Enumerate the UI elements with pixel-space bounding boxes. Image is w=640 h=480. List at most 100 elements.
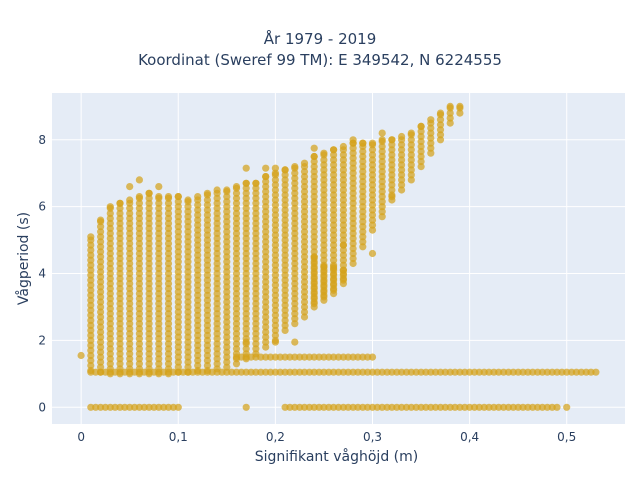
data-point: [310, 193, 318, 201]
data-point: [339, 166, 347, 174]
data-point: [213, 350, 221, 358]
data-point: [106, 229, 114, 237]
data-point: [242, 254, 250, 263]
data-point: [330, 166, 338, 174]
data-point: [320, 171, 328, 179]
data-point: [446, 119, 454, 127]
data-point: [330, 246, 338, 254]
data-point: [155, 320, 163, 328]
data-point: [145, 189, 153, 197]
data-point: [271, 241, 279, 249]
data-point: [194, 346, 202, 354]
data-point: [203, 351, 211, 360]
data-point: [262, 303, 270, 311]
data-point: [203, 276, 211, 284]
data-point: [223, 198, 231, 206]
data-point: [126, 254, 134, 263]
data-point: [242, 209, 250, 217]
data-point: [174, 338, 182, 346]
data-point: [213, 290, 221, 298]
data-point: [203, 346, 211, 354]
data-point: [271, 186, 279, 194]
data-point: [359, 183, 367, 191]
data-point: [300, 313, 309, 321]
data-point: [378, 208, 386, 216]
data-point: [145, 335, 153, 343]
data-point: [310, 253, 318, 261]
data-point: [135, 209, 143, 217]
data-point: [223, 358, 231, 366]
data-point: [320, 166, 328, 174]
data-point: [291, 169, 299, 177]
data-point: [407, 166, 415, 174]
data-point: [174, 258, 182, 266]
data-point: [155, 219, 163, 227]
data-point: [427, 149, 435, 157]
data-point: [378, 168, 386, 176]
y-tick-label: 6: [38, 200, 46, 214]
data-point: [242, 179, 250, 187]
data-point: [291, 315, 299, 323]
data-point: [330, 176, 338, 184]
data-point: [398, 171, 406, 179]
data-point: [145, 254, 153, 263]
data-point: [155, 275, 163, 283]
data-point: [398, 132, 406, 141]
data-point: [262, 173, 270, 181]
data-point: [116, 285, 124, 293]
data-point: [262, 273, 270, 281]
data-point: [213, 214, 221, 222]
data-point: [320, 181, 328, 189]
data-point: [116, 350, 124, 358]
data-point: [184, 248, 192, 256]
data-point: [213, 269, 221, 278]
data-point: [349, 254, 357, 263]
data-point: [97, 313, 105, 321]
data-point: [126, 290, 134, 298]
data-point: [135, 310, 143, 318]
data-point: [184, 303, 192, 311]
data-point: [155, 239, 163, 248]
data-point: [359, 233, 367, 241]
data-point: [164, 300, 173, 308]
data-point: [116, 305, 124, 313]
data-point: [106, 224, 114, 232]
data-point: [155, 264, 163, 273]
data-point: [223, 238, 231, 246]
data-point: [174, 253, 182, 261]
data-point: [126, 275, 134, 283]
data-point: [339, 206, 347, 214]
data-point: [242, 164, 250, 172]
data-point: [232, 239, 241, 248]
data-point: [194, 276, 202, 284]
data-point: [126, 360, 134, 368]
data-point: [252, 204, 260, 212]
data-point: [262, 198, 270, 206]
data-point: [194, 271, 202, 279]
data-point: [349, 259, 357, 268]
data-point: [300, 233, 309, 241]
data-point: [232, 204, 241, 212]
data-point: [194, 306, 202, 314]
data-point: [155, 229, 163, 237]
data-point: [232, 340, 241, 348]
data-point: [242, 219, 250, 227]
data-point: [223, 243, 231, 251]
data-point: [232, 310, 241, 318]
data-point: [310, 213, 318, 221]
data-point: [320, 211, 328, 219]
data-point: [87, 286, 95, 294]
data-point: [97, 298, 105, 306]
data-point: [126, 350, 134, 358]
data-point: [87, 341, 95, 349]
data-point: [194, 261, 202, 269]
data-point: [116, 199, 124, 207]
data-point: [320, 226, 328, 234]
data-point: [252, 239, 260, 248]
data-point: [339, 191, 347, 199]
data-point: [135, 290, 143, 298]
data-point: [135, 204, 143, 212]
data-point: [271, 276, 279, 284]
data-point: [320, 221, 328, 229]
data-point: [135, 300, 143, 308]
